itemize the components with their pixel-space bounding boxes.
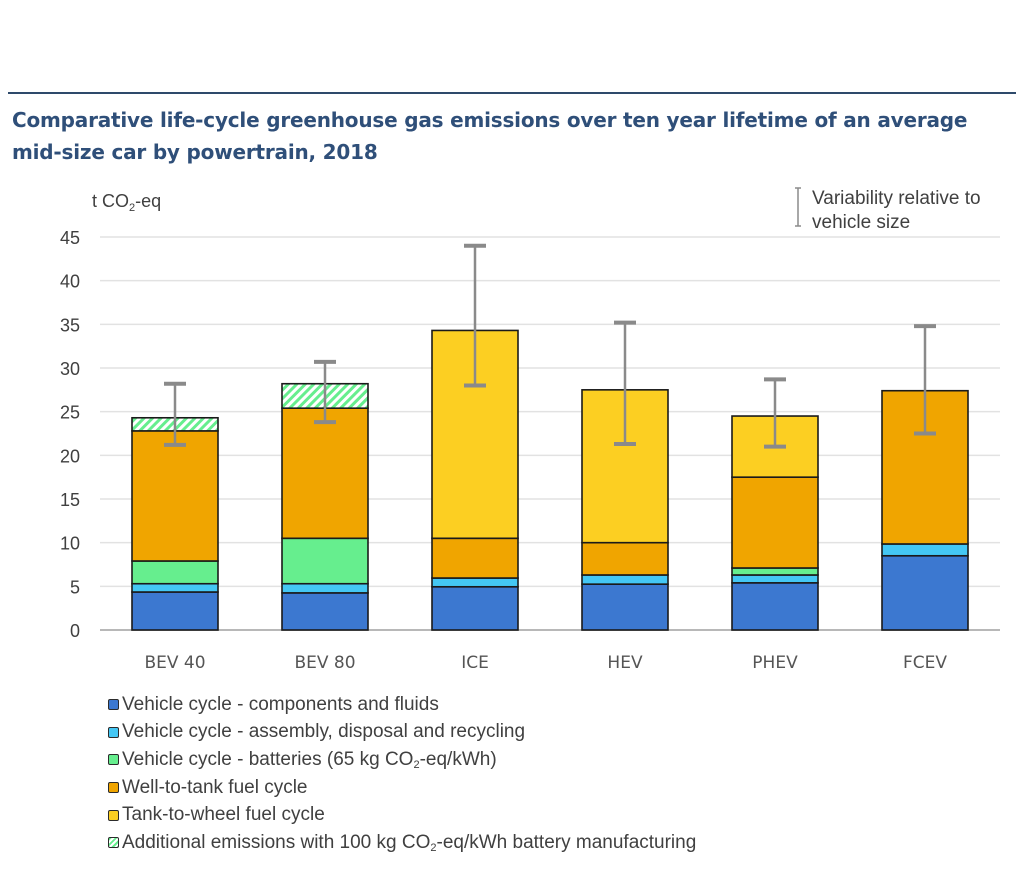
y-tick-label: 15 [60, 490, 80, 510]
legend-label: Tank-to-wheel fuel cycle [122, 804, 325, 826]
bar-segment [731, 574, 819, 584]
top-rule [8, 92, 1016, 94]
x-tick-label: HEV [607, 653, 643, 673]
y-tick-label: 25 [60, 403, 80, 423]
x-tick-label: PHEV [752, 653, 798, 673]
variability-label-2: vehicle size [812, 212, 910, 233]
chart-area: 0 5 10 15 20 25 30 35 40 45 BEV 40 BEV 80 ICE HEV PHEV… [60, 187, 1000, 673]
legend-item: Vehicle cycle - batteries (65 kg CO2-eq/… [108, 746, 696, 774]
legend-swatch [108, 837, 119, 849]
y-tick-label: 20 [60, 446, 80, 466]
x-tick-label: BEV 40 [144, 653, 205, 673]
bar-segment [281, 407, 369, 540]
variability-label-1: Variability relative to [812, 188, 981, 209]
y-axis-unit: t CO2-eq [92, 191, 161, 214]
legend-label: Well-to-tank fuel cycle [122, 776, 308, 798]
legend-item: Additional emissions with 100 kg CO2-eq/… [108, 829, 696, 857]
bar-segment [731, 582, 819, 631]
bar-segment [581, 541, 669, 576]
bar-segment [881, 554, 969, 631]
y-tick-label: 10 [60, 534, 80, 554]
legend-label: Vehicle cycle - assembly, disposal and r… [122, 721, 526, 743]
chart-title: Comparative life-cycle greenhouse gas em… [12, 108, 968, 164]
variability-legend: Variability relative to vehicle size [795, 187, 981, 233]
x-tick-label: ICE [461, 653, 489, 673]
legend-label: Vehicle cycle - components and fluids [122, 693, 439, 715]
y-tick-label: 30 [60, 359, 80, 379]
legend-swatch [108, 726, 119, 738]
y-tick-label: 0 [70, 621, 80, 641]
bar-segment [281, 537, 369, 585]
legend-item: Vehicle cycle - assembly, disposal and r… [108, 719, 696, 747]
legend-label: Vehicle cycle - batteries (65 kg CO2-eq/… [122, 748, 497, 771]
bar-segment [131, 560, 219, 585]
legend-item: Tank-to-wheel fuel cycle [108, 801, 696, 829]
bar-segment [431, 537, 519, 579]
x-tick-label: BEV 80 [294, 653, 355, 673]
y-tick-label: 45 [60, 228, 80, 248]
legend-item: Vehicle cycle - components and fluids [108, 691, 696, 719]
bar-segment [581, 583, 669, 631]
bar-segment [131, 582, 219, 593]
legend-swatch [108, 782, 119, 794]
bar-segment [131, 430, 219, 562]
y-tick-label: 35 [60, 315, 80, 335]
legend-item: Well-to-tank fuel cycle [108, 774, 696, 802]
bar-segment [731, 567, 819, 576]
legend: Vehicle cycle - components and fluids Veh… [108, 691, 696, 857]
bar-segment [581, 574, 669, 585]
bar-segment [431, 577, 519, 588]
legend-swatch [108, 754, 119, 766]
bar-segment [281, 582, 369, 594]
x-tick-label: FCEV [903, 653, 947, 673]
legend-label: Additional emissions with 100 kg CO2-eq/… [122, 831, 697, 854]
legend-swatch [108, 809, 119, 821]
y-tick-label: 40 [60, 272, 80, 292]
bar-segment [731, 476, 819, 569]
bar-segment [131, 591, 219, 631]
legend-swatch [108, 699, 119, 711]
bar-segment [431, 585, 519, 631]
bar-segment [881, 543, 969, 557]
y-tick-label: 5 [70, 577, 80, 597]
bar-segment [281, 592, 369, 631]
